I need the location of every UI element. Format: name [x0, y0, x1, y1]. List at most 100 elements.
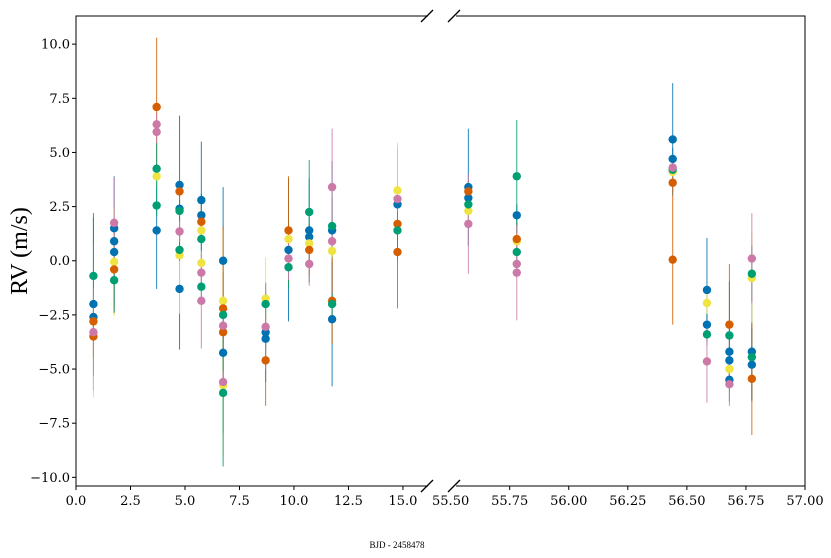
data-point: [197, 258, 206, 268]
data-point: [218, 304, 228, 313]
data-point: [327, 182, 337, 192]
data-point: [218, 388, 228, 398]
data-point: [284, 254, 293, 263]
y-tick-label: 0.0: [49, 254, 70, 269]
data-point: [327, 237, 337, 246]
x-tick-label: 15.0: [388, 494, 417, 509]
data-point: [109, 276, 119, 285]
data-point: [747, 374, 757, 383]
data-point: [512, 172, 521, 181]
data-point: [175, 180, 184, 190]
data-point: [197, 217, 206, 226]
data-point: [89, 299, 98, 309]
data-point: [327, 221, 337, 231]
data-point: [464, 200, 473, 209]
data-point: [668, 135, 677, 144]
data-point: [305, 245, 314, 255]
data-point: [152, 127, 161, 137]
data-point: [668, 255, 677, 264]
data-point: [327, 299, 337, 309]
data-point: [197, 282, 206, 291]
data-point: [725, 364, 734, 374]
x-tick-label: 56.00: [550, 494, 587, 509]
x-tick-label: 2.5: [120, 494, 141, 509]
plot-frame: [75, 15, 806, 487]
data-point: [725, 320, 734, 329]
data-point: [197, 211, 206, 220]
x-tick-label: 12.5: [334, 494, 363, 509]
data-point: [702, 285, 712, 295]
data-point: [305, 226, 314, 235]
y-tick-label: −7.5: [38, 417, 70, 432]
y-tick-label: 10.0: [41, 38, 70, 53]
data-point: [152, 226, 161, 235]
data-point: [702, 357, 712, 366]
data-point: [747, 352, 757, 362]
data-point: [393, 186, 402, 195]
data-point: [197, 234, 206, 244]
data-point: [218, 296, 228, 306]
data-point: [152, 164, 161, 173]
data-point: [175, 245, 184, 255]
x-tick-label: 55.50: [432, 494, 469, 509]
data-point: [702, 298, 712, 308]
data-point: [218, 256, 228, 265]
data-point: [109, 257, 119, 267]
data-point: [668, 178, 677, 187]
data-point: [175, 187, 184, 196]
data-point: [89, 271, 98, 281]
y-tick-label: −2.5: [38, 308, 70, 323]
data-point: [218, 321, 228, 330]
data-point: [261, 299, 270, 309]
data-point: [261, 356, 270, 365]
data-point: [175, 227, 184, 236]
data-point: [702, 330, 712, 339]
data-point: [305, 259, 314, 269]
data-point: [747, 254, 757, 263]
data-point: [109, 218, 119, 228]
data-point: [197, 268, 206, 277]
x-axis-title: BJD - 2458478: [369, 540, 425, 550]
data-point: [89, 328, 98, 337]
data-point: [464, 193, 473, 203]
data-point: [464, 206, 473, 216]
data-point: [152, 120, 161, 129]
data-point: [218, 310, 228, 320]
ticks-layer: −10.0 −7.5 −5.0 −2.5 0.0 2.5 5.0 7.5 10.0 0.0 2.5 5…: [30, 38, 823, 509]
x-tick-label: 56.50: [668, 494, 705, 509]
data-point: [261, 322, 270, 332]
data-point: [284, 245, 293, 255]
x-tick-label: 55.75: [491, 494, 528, 509]
data-point: [327, 315, 337, 324]
data-point: [109, 265, 119, 274]
data-point: [305, 232, 314, 242]
data-point: [725, 380, 734, 389]
data-point: [197, 296, 206, 306]
data-point: [197, 195, 206, 205]
data-point: [175, 284, 184, 294]
y-tick-label: −10.0: [30, 471, 70, 486]
x-tick-label: 56.75: [727, 494, 764, 509]
data-point: [512, 234, 521, 244]
data-point: [197, 226, 206, 235]
data-point: [284, 263, 293, 272]
data-point: [668, 163, 677, 172]
data-point: [152, 201, 161, 210]
points-layer: [89, 102, 757, 398]
data-point: [261, 334, 270, 343]
x-tick-label: 0.0: [66, 494, 87, 509]
data-point: [89, 317, 98, 326]
x-tick-label: 7.5: [229, 494, 250, 509]
y-tick-label: −5.0: [38, 363, 70, 378]
data-point: [175, 206, 184, 216]
data-point: [393, 226, 402, 235]
data-point: [512, 268, 521, 277]
axis-break: [420, 9, 461, 493]
data-point: [152, 102, 161, 112]
data-point: [512, 247, 521, 257]
data-point: [512, 259, 521, 269]
y-axis-title: RV (m/s): [7, 207, 33, 295]
y-tick-label: 7.5: [49, 92, 70, 107]
data-point: [725, 347, 734, 356]
